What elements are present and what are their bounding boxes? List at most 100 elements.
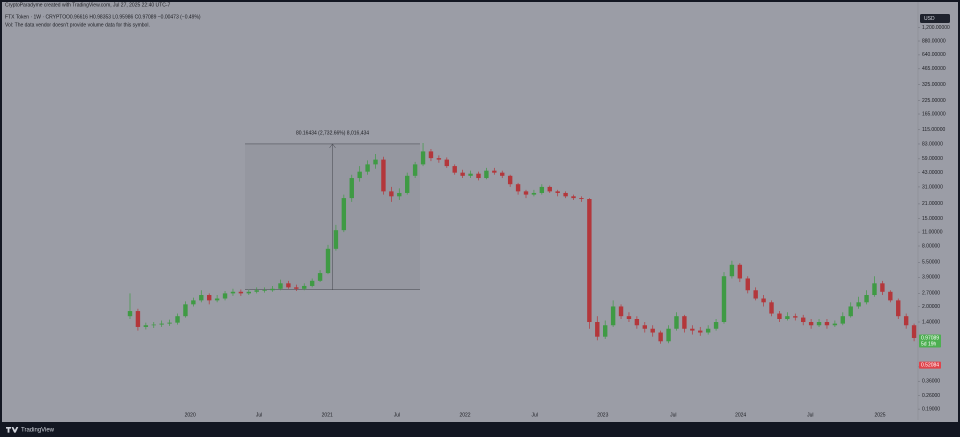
candle-body <box>539 186 545 193</box>
candle-body <box>143 325 149 327</box>
candle-body <box>713 322 719 329</box>
candle-body <box>761 298 766 303</box>
candle-body <box>412 164 418 176</box>
y-tick-label: 0.19000 <box>922 406 940 412</box>
y-tick-label: 31.00000 <box>922 184 943 190</box>
candle-body <box>460 172 465 176</box>
y-tick-label: 0.26000 <box>922 393 940 399</box>
candle-body <box>254 290 259 292</box>
y-tick-label: 11.00000 <box>922 229 943 235</box>
y-tick-label: 21.00000 <box>922 201 943 207</box>
currency[interactable]: USD <box>924 16 935 22</box>
candle-body <box>127 311 133 317</box>
candle-body <box>896 300 901 317</box>
candle-body <box>294 287 299 289</box>
candle-body <box>824 322 830 326</box>
candle-body <box>856 302 861 307</box>
candle-body <box>214 298 220 301</box>
candle-body <box>278 283 283 289</box>
candle-body <box>721 276 727 323</box>
candle-body <box>175 316 180 323</box>
x-tick-label: 2020 <box>185 412 196 418</box>
brand: TradingView <box>21 428 55 434</box>
candle-body <box>381 159 386 192</box>
price-label-box <box>919 334 941 348</box>
candle-body <box>167 322 172 324</box>
y-tick-label: 8.00000 <box>922 243 940 249</box>
candle-body <box>246 291 251 294</box>
candle-body <box>317 273 323 281</box>
candle-body <box>302 285 307 289</box>
y-tick-label: 225.00000 <box>922 98 946 104</box>
candle-body <box>705 328 711 333</box>
x-tick-label: Jul <box>256 412 262 418</box>
candle-body <box>642 325 647 329</box>
x-tick-label: 2023 <box>597 412 608 418</box>
candle-body <box>666 328 671 342</box>
candle-body <box>840 316 845 324</box>
y-tick-label: 2.70000 <box>922 291 940 297</box>
candle-body <box>753 290 758 299</box>
candle-body <box>745 278 750 291</box>
candle-body <box>436 158 442 160</box>
candle-body <box>801 317 806 323</box>
candle-body <box>333 230 339 249</box>
candle-body <box>199 295 204 301</box>
price-countdown: 5d 19h <box>921 341 937 347</box>
candle-body <box>405 175 410 193</box>
x-tick-label: 2024 <box>735 412 746 418</box>
candle-body <box>618 306 624 317</box>
candle-body <box>507 175 513 185</box>
ohlc: O0.96616 H0.98353 L0.95986 C0.97089 −0.0… <box>66 14 201 20</box>
candle-body <box>531 192 537 195</box>
candle-body <box>420 151 426 165</box>
x-tick-label: 2022 <box>459 412 470 418</box>
candle-body <box>389 191 394 197</box>
candle-body <box>650 328 655 333</box>
candle-body <box>793 316 798 318</box>
chart-pane <box>2 2 958 422</box>
y-tick-label: 165.00000 <box>922 111 946 117</box>
candle-body <box>563 192 568 197</box>
candle-body <box>579 198 584 200</box>
y-tick-label: 83.00000 <box>922 141 943 147</box>
y-tick-label: 1,200.00000 <box>922 25 950 31</box>
x-tick-label: Jul <box>532 412 538 418</box>
y-tick-label: 2.00000 <box>922 304 940 310</box>
y-tick-label: 43.00000 <box>922 170 943 176</box>
candle-body <box>808 322 814 326</box>
candle-body <box>270 288 275 291</box>
candle-body <box>911 325 917 338</box>
candle-body <box>816 322 822 326</box>
candle-body <box>729 264 735 277</box>
currency-button[interactable] <box>920 14 950 23</box>
y-tick-label: 1.40000 <box>922 319 940 325</box>
candle-body <box>309 280 315 286</box>
price-label: 0.97089 <box>921 335 939 341</box>
candle-body <box>183 304 188 317</box>
price-label-box <box>919 361 941 369</box>
y-tick-label: 465.00000 <box>922 66 946 72</box>
y-tick-label: 115.00000 <box>922 127 945 133</box>
candle-body <box>135 311 141 327</box>
candle-body <box>848 306 853 317</box>
y-tick-label: 880.00000 <box>922 38 946 44</box>
candle-body <box>357 171 362 179</box>
candle-body <box>626 316 632 320</box>
candle-body <box>444 159 449 167</box>
candle-body <box>238 291 244 294</box>
y-tick-label: 640.00000 <box>922 52 946 58</box>
candle-body <box>452 166 457 173</box>
header: CryptoParadyme created with TradingView.… <box>5 2 170 8</box>
candle-body <box>587 199 592 323</box>
candle-body <box>349 178 354 199</box>
candle-body <box>341 198 347 231</box>
candle-body <box>500 172 505 176</box>
candle-body <box>286 283 291 288</box>
candle-body <box>484 170 489 179</box>
candle-body <box>571 196 576 199</box>
candle-body <box>603 325 608 337</box>
candle-body <box>888 291 893 301</box>
candle-body <box>207 295 212 301</box>
